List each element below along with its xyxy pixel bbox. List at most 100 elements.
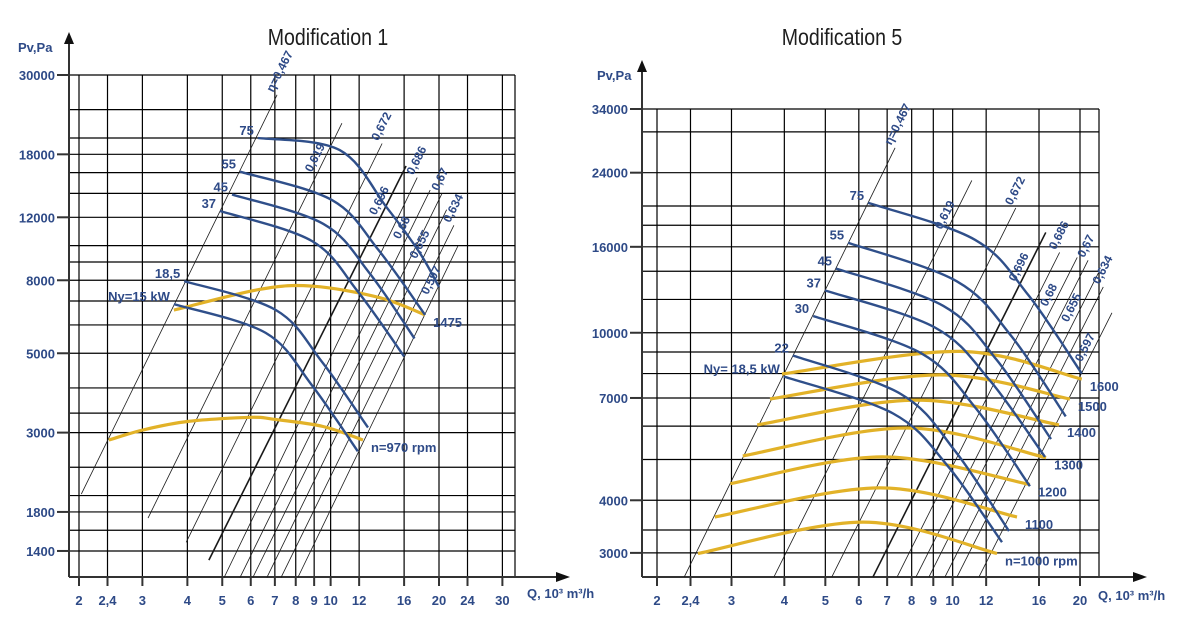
chart-panel-1: Modification 1Pv,PaQ, 10³ m³/h3000018000…: [18, 25, 594, 608]
y-tick-label: 10000: [592, 326, 628, 341]
power-curve: [183, 279, 369, 429]
x-tick-label: 20: [1073, 593, 1087, 608]
x-tick-label: 24: [460, 593, 475, 608]
efficiency-line: [185, 143, 383, 543]
x-tick-label: 16: [1032, 593, 1046, 608]
y-tick-label: 12000: [19, 210, 55, 225]
efficiency-line: [978, 312, 1113, 578]
y-tick-label: 1800: [26, 505, 55, 520]
x-tick-label: 4: [184, 593, 192, 608]
y-tick-label: 24000: [592, 166, 628, 181]
power-curve-label: 45: [818, 254, 832, 269]
efficiency-line: [239, 189, 431, 578]
power-curve: [867, 201, 1083, 375]
x-tick-label: 2,4: [681, 593, 700, 608]
power-curve-label: Ny=15 kW: [108, 289, 171, 304]
y-axis-arrow-icon: [637, 60, 647, 72]
y-axis-arrow-icon: [64, 32, 74, 44]
power-curve: [847, 241, 1067, 418]
x-tick-label: 7: [271, 593, 278, 608]
y-tick-label: 18000: [19, 147, 55, 162]
efficiency-label: η=0,467: [881, 101, 914, 147]
speed-curve-label: 1475: [433, 315, 462, 330]
power-curve-label: 22: [774, 341, 788, 356]
efficiency-line: [915, 257, 1078, 578]
efficiency-line: [252, 193, 443, 578]
y-axis-label: Pv,Pa: [18, 40, 53, 55]
x-tick-label: 30: [495, 593, 509, 608]
x-tick-label: 6: [247, 593, 254, 608]
speed-curve: [781, 349, 1083, 381]
efficiency-label: η=0,467: [263, 48, 296, 94]
x-tick-label: 20: [432, 593, 446, 608]
speed-curve: [730, 455, 1031, 487]
speed-curve: [173, 283, 426, 317]
efficiency-label: 0,655: [406, 227, 432, 260]
efficiency-line: [223, 177, 418, 578]
efficiency-line: [147, 122, 343, 519]
y-tick-label: 3000: [26, 426, 55, 441]
power-curve: [173, 302, 359, 452]
speed-curve: [756, 398, 1060, 427]
speed-curve-label: 1100: [1025, 517, 1053, 532]
power-curve: [824, 289, 1046, 458]
x-axis-arrow-icon: [556, 572, 570, 582]
efficiency-line: [80, 94, 278, 495]
power-curve-label: 55: [830, 228, 844, 243]
speed-curve: [108, 415, 364, 442]
power-curve-label: Ny= 18,5 kW: [704, 362, 781, 377]
power-curve: [812, 314, 1031, 487]
power-curve: [231, 193, 416, 340]
speed-curve: [697, 520, 998, 556]
power-curve-label: 75: [850, 188, 864, 203]
power-curve-label: 37: [202, 196, 216, 211]
y-tick-label: 1400: [26, 544, 55, 559]
efficiency-line: [208, 165, 407, 561]
efficiency-line: [928, 260, 1089, 578]
x-tick-label: 3: [139, 593, 146, 608]
x-tick-label: 2,4: [98, 593, 117, 608]
power-curve-label: 75: [239, 123, 253, 138]
efficiency-label: 0,67: [428, 165, 451, 192]
y-tick-label: 5000: [26, 346, 55, 361]
x-tick-label: 2: [75, 593, 82, 608]
y-axis-label: Pv,Pa: [597, 68, 632, 83]
y-tick-label: 8000: [26, 273, 55, 288]
x-tick-label: 4: [781, 593, 789, 608]
efficiency-line: [683, 147, 896, 578]
efficiency-line: [896, 252, 1060, 578]
power-curve-label: 45: [213, 179, 227, 194]
power-curve: [835, 267, 1052, 440]
x-tick-label: 12: [979, 593, 993, 608]
speed-curve-label: 1600: [1090, 379, 1119, 394]
efficiency-line: [266, 209, 447, 578]
x-tick-label: 5: [822, 593, 829, 608]
power-curve: [783, 375, 1003, 543]
x-tick-label: 10: [323, 593, 337, 608]
x-tick-label: 6: [855, 593, 862, 608]
x-tick-label: 9: [311, 593, 318, 608]
efficiency-line: [280, 225, 455, 578]
efficiency-line: [831, 207, 1017, 578]
power-curve: [257, 136, 441, 288]
y-tick-label: 4000: [599, 493, 628, 508]
chart-panel-2: Modification 5Pv,PaQ, 10³ m³/h3400024000…: [592, 25, 1165, 608]
x-tick-label: 3: [728, 593, 735, 608]
x-tick-label: 9: [930, 593, 937, 608]
x-tick-label: 5: [219, 593, 226, 608]
x-tick-label: 2: [653, 593, 660, 608]
x-tick-label: 8: [908, 593, 915, 608]
x-axis-arrow-icon: [1133, 572, 1147, 582]
y-tick-label: 7000: [599, 391, 628, 406]
efficiency-label: 0,686: [403, 144, 429, 177]
power-curve-label: 37: [806, 275, 820, 290]
speed-curve: [769, 373, 1071, 401]
x-tick-label: 7: [884, 593, 891, 608]
speed-curve-label: n=970 rpm: [371, 440, 436, 455]
efficiency-label: 0,634: [1089, 253, 1115, 286]
y-tick-label: 3000: [599, 546, 628, 561]
efficiency-line: [956, 286, 1104, 578]
efficiency-line: [297, 245, 459, 578]
x-tick-label: 10: [945, 593, 959, 608]
